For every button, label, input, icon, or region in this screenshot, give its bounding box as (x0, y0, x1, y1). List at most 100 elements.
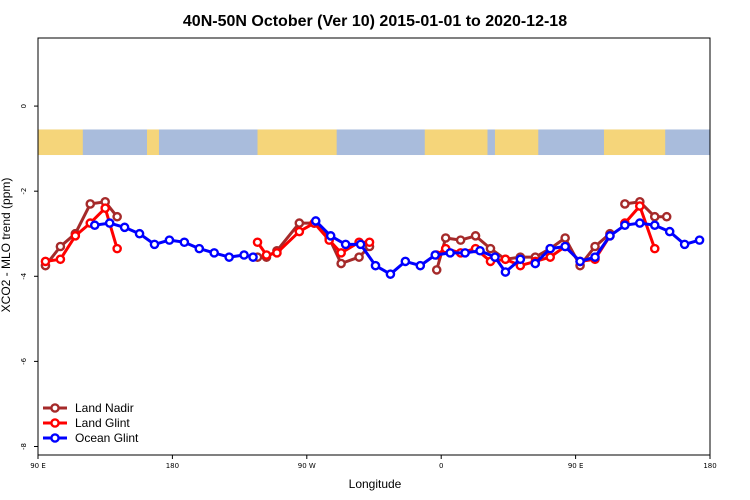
data-point (40, 256, 51, 267)
x-tick-label: 90 W (298, 462, 316, 470)
data-point (694, 235, 705, 245)
data-point (605, 231, 615, 241)
data-point (649, 211, 660, 222)
data-point (635, 201, 645, 211)
map-land-3 (424, 129, 488, 156)
legend-swatch-marker (50, 418, 60, 428)
y-tick-label: -8 (20, 443, 28, 450)
data-point (261, 250, 272, 260)
data-point (385, 269, 396, 279)
data-point (679, 239, 690, 250)
y-axis-label: XCO2 - MLO trend (ppm) (0, 178, 13, 313)
data-point (239, 250, 249, 260)
map-land-1 (147, 129, 159, 156)
data-point (590, 252, 600, 262)
data-point (55, 254, 66, 265)
data-point (490, 252, 500, 262)
data-point (336, 258, 346, 269)
data-point (325, 231, 336, 241)
data-point (336, 248, 346, 258)
x-tick-label: 90 E (30, 462, 46, 470)
data-point (112, 243, 122, 254)
data-point (620, 220, 630, 231)
legend-item: Land Nadir (43, 401, 134, 415)
y-axis: 0 -2 -4 -6 -8 (20, 104, 38, 450)
data-point (635, 218, 645, 228)
data-point (475, 245, 485, 256)
data-point (575, 256, 585, 267)
x-axis-label: Longitude (349, 477, 402, 491)
data-point (545, 252, 556, 262)
legend-item: Ocean Glint (43, 431, 139, 445)
x-axis: 90 E 180 90 W 0 90 E 180 (30, 455, 717, 470)
series-line (624, 200, 667, 219)
data-point (445, 248, 455, 258)
legend-label: Ocean Glint (75, 431, 139, 445)
data-point (100, 203, 110, 214)
data-point (515, 254, 526, 265)
x-tick-label: 180 (703, 462, 716, 470)
data-point (354, 252, 364, 262)
y-tick-label: -2 (20, 188, 28, 195)
data-point (560, 241, 570, 252)
data-point (620, 199, 630, 209)
data-point (340, 239, 351, 250)
data-point (400, 256, 411, 267)
data-point (149, 239, 160, 250)
chart-title: 40N-50N October (Ver 10) 2015-01-01 to 2… (183, 13, 567, 30)
data-point (664, 226, 675, 237)
data-point (55, 241, 66, 252)
data-point (209, 248, 220, 258)
map-land-0 (38, 129, 83, 156)
data-point (530, 258, 541, 269)
data-point (164, 235, 175, 245)
y-tick-label: -4 (20, 272, 28, 280)
data-point (455, 235, 466, 245)
data-point (104, 218, 115, 228)
x-tick-label: 0 (439, 462, 443, 470)
map-land-2 (257, 129, 337, 156)
x-tick-label: 180 (166, 462, 179, 470)
legend-item: Land Glint (43, 416, 130, 430)
data-point (294, 218, 305, 228)
data-point (431, 265, 442, 275)
data-point (224, 252, 234, 262)
series-ocean-glint (89, 216, 705, 279)
data-point (112, 211, 122, 222)
data-point (500, 254, 511, 265)
data-point (649, 243, 660, 254)
data-point (485, 243, 496, 254)
data-point (470, 231, 481, 241)
map-strip (38, 129, 710, 156)
data-point (272, 248, 282, 258)
data-point (649, 220, 660, 231)
data-point (119, 222, 130, 233)
data-point (248, 252, 258, 262)
data-point (661, 211, 672, 222)
data-point (194, 243, 205, 254)
map-land-5 (603, 129, 666, 156)
map-land-4 (494, 129, 539, 156)
data-point (560, 233, 570, 243)
legend-swatch-marker (50, 433, 60, 443)
data-point (252, 237, 263, 248)
data-point (89, 220, 100, 231)
data-point (294, 226, 305, 237)
data-point (355, 239, 366, 250)
y-tick-label: -6 (20, 357, 28, 365)
x-tick-label: 90 E (568, 462, 584, 470)
legend-swatch-marker (50, 403, 60, 413)
data-point (440, 233, 451, 243)
data-point (545, 243, 556, 254)
data-point (590, 241, 600, 252)
data-point (179, 237, 190, 248)
data-point (430, 250, 441, 260)
data-point (364, 237, 375, 248)
data-point (460, 248, 470, 258)
plot-frame (37, 37, 711, 456)
series-layer (40, 197, 705, 279)
legend-label: Land Nadir (75, 401, 134, 415)
data-point (370, 260, 381, 271)
data-point (310, 216, 321, 226)
